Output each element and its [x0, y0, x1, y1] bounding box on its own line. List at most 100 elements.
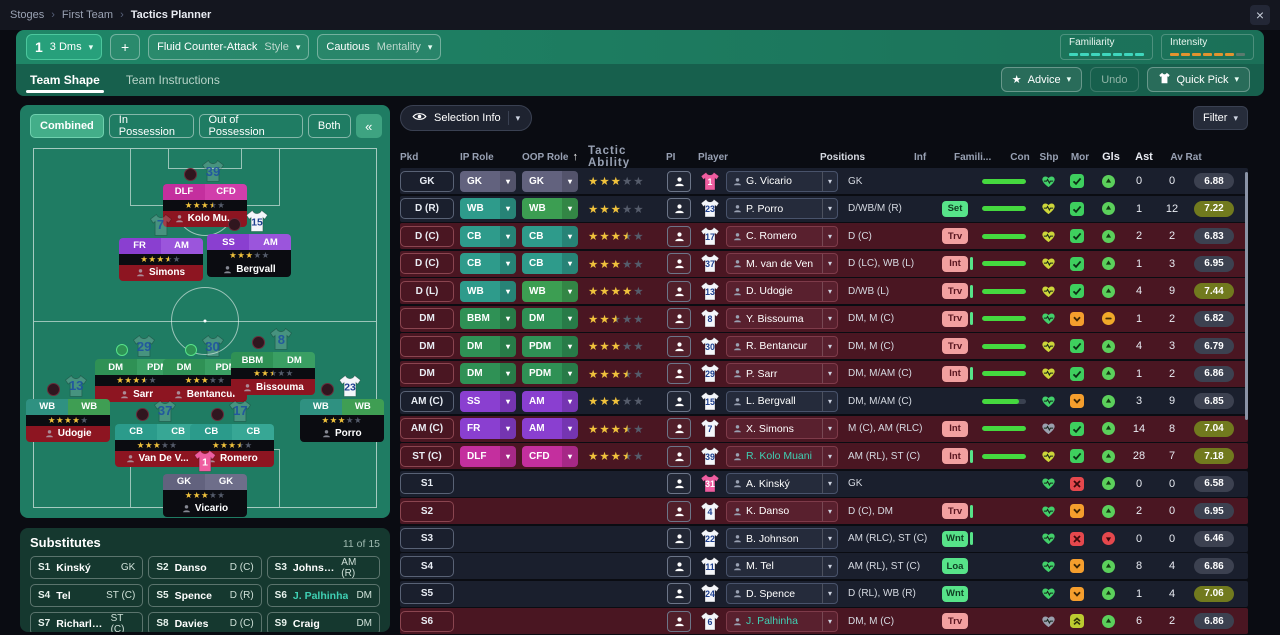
player-select[interactable]: C. Romero ▾	[726, 225, 838, 247]
oop-role-select[interactable]: WB ▾	[522, 280, 578, 302]
column-header[interactable]: Tactic Ability	[588, 145, 631, 169]
table-row[interactable]: S2 4 K. Danso ▾ D (C), DM Trv 2 0 6.95	[400, 498, 1248, 524]
column-header[interactable]: Con	[1010, 151, 1030, 163]
player-instructions-button[interactable]	[667, 610, 691, 632]
pitch-tab-both[interactable]: Both	[307, 114, 351, 138]
player-name[interactable]: Bentancur	[163, 386, 247, 403]
bench-item[interactable]: S3 Johnson AM (R)	[266, 556, 380, 579]
bench-item[interactable]: S4 Tel ST (C)	[30, 584, 144, 607]
player-select[interactable]: R. Kolo Muani ▾	[726, 445, 838, 467]
bench-item[interactable]: S1 Kinský GK	[30, 556, 144, 579]
table-row[interactable]: S6 6 J. Palhinha ▾ DM, M (C) Trv 6 2 6.86	[400, 608, 1248, 634]
player-select[interactable]: L. Bergvall ▾	[726, 390, 838, 412]
player-instructions-button[interactable]	[667, 170, 691, 192]
table-row[interactable]: AM (C) SS ▾ AM ▾ ★★★★★ 15 L. Bergvall ▾ DM, M/AM …	[400, 388, 1248, 414]
quick-pick-button[interactable]: Quick Pick ▾	[1146, 67, 1250, 92]
ip-role-select[interactable]: FR ▾	[460, 418, 516, 439]
pitch-player-card[interactable]: 39 DLF CFD ★★★★★ Kolo Mu...	[163, 157, 247, 227]
player-instructions-button[interactable]	[667, 335, 691, 357]
table-scrollbar[interactable]	[1245, 172, 1248, 420]
player-instructions-button[interactable]	[667, 445, 691, 467]
player-name[interactable]: Kolo Mu...	[163, 210, 247, 227]
pkd-button[interactable]: S4	[400, 555, 454, 577]
player-instructions-button[interactable]	[667, 308, 691, 329]
player-name[interactable]: Udogie	[26, 425, 111, 442]
column-header[interactable]: PI	[666, 151, 676, 163]
player-name[interactable]: Bissouma	[231, 379, 316, 396]
player-select[interactable]: J. Palhinha ▾	[726, 610, 838, 632]
player-select[interactable]: D. Spence ▾	[726, 583, 838, 604]
bench-item[interactable]: S5 Spence D (R)	[148, 584, 262, 607]
pitch-player-card[interactable]: 17 CB CB ★★★★★ Romero	[190, 397, 275, 467]
oop-role-select[interactable]: WB ▾	[522, 198, 578, 219]
pkd-button[interactable]: D (C)	[400, 225, 454, 247]
pitch-player-card[interactable]: 7 FR AM ★★★★★ Simons	[118, 211, 203, 281]
column-header[interactable]: Shp	[1039, 151, 1059, 163]
player-name[interactable]: Porro	[299, 425, 384, 442]
filter-button[interactable]: Filter ▾	[1193, 106, 1248, 130]
oop-role-select[interactable]: PDM ▾	[522, 363, 578, 384]
player-select[interactable]: B. Johnson ▾	[726, 528, 838, 549]
table-row[interactable]: GK GK ▾ GK ▾ ★★★★★ 1 G. Vicario ▾ GK 0 0 6.88	[400, 168, 1248, 194]
player-instructions-button[interactable]	[667, 253, 691, 274]
bench-item[interactable]: S2 Danso D (C)	[148, 556, 262, 579]
column-header[interactable]: Inf	[914, 151, 927, 163]
player-instructions-button[interactable]	[667, 583, 691, 604]
pkd-button[interactable]: DM	[400, 363, 454, 384]
pkd-button[interactable]: AM (C)	[400, 390, 454, 412]
table-row[interactable]: ST (C) DLF ▾ CFD ▾ ★★★★★ 39 R. Kolo Muani ▾ AM (R…	[400, 443, 1248, 469]
player-select[interactable]: M. van de Ven ▾	[726, 253, 838, 274]
breadcrumb-item[interactable]: Tactics Planner	[130, 9, 212, 21]
player-select[interactable]: M. Tel ▾	[726, 555, 838, 577]
column-header[interactable]: Ast	[1135, 151, 1153, 163]
pkd-button[interactable]: S6	[400, 610, 454, 632]
oop-role-select[interactable]: AM ▾	[522, 390, 578, 412]
pitch-player-card[interactable]: 13 WB WB ★★★★★ Udogie	[26, 372, 111, 442]
oop-role-select[interactable]: AM ▾	[522, 418, 578, 439]
role-pills[interactable]: SS AM	[207, 234, 292, 251]
table-row[interactable]: S1 31 A. Kinský ▾ GK 0 0 6.58	[400, 470, 1248, 497]
ip-role-select[interactable]: GK ▾	[460, 170, 516, 192]
player-name[interactable]: Van De V...	[115, 450, 200, 467]
player-select[interactable]: X. Simons ▾	[726, 418, 838, 439]
column-header[interactable]: Mor	[1070, 151, 1090, 163]
pkd-button[interactable]: AM (C)	[400, 418, 454, 439]
role-pills[interactable]: WB WB	[299, 398, 384, 415]
player-instructions-button[interactable]	[667, 500, 691, 522]
breadcrumb[interactable]: Stoges › First Team › Tactics Planner	[10, 9, 211, 21]
bench-item[interactable]: S8 Davies D (C)	[148, 612, 262, 632]
table-row[interactable]: AM (C) FR ▾ AM ▾ ★★★★★ 7 X. Simons ▾ M (C), AM (R…	[400, 415, 1248, 442]
pitch-tab-out-of-possession[interactable]: Out of Possession	[198, 114, 303, 138]
role-pills[interactable]: DLF CFD	[163, 183, 247, 200]
table-row[interactable]: S5 24 D. Spence ▾ D (RL), WB (R) Wnt 1 4 7.06	[400, 580, 1248, 607]
ip-role-select[interactable]: WB ▾	[460, 280, 516, 302]
tab-team-shape[interactable]: Team Shape	[26, 73, 104, 96]
pkd-button[interactable]: D (C)	[400, 253, 454, 274]
pkd-button[interactable]: GK	[400, 170, 454, 192]
selection-info-dropdown[interactable]: Selection Info ▾	[400, 105, 533, 131]
player-name[interactable]: Bergvall	[207, 261, 292, 278]
bench-item[interactable]: S9 Craig DM	[266, 612, 380, 632]
role-pills[interactable]: CB CB	[115, 423, 200, 440]
player-instructions-button[interactable]	[667, 418, 691, 439]
advice-button[interactable]: ★ Advice ▾	[1000, 67, 1083, 92]
player-select[interactable]: G. Vicario ▾	[726, 170, 838, 192]
breadcrumb-item[interactable]: First Team	[61, 9, 114, 21]
player-instructions-button[interactable]	[667, 473, 691, 494]
oop-role-select[interactable]: CFD ▾	[522, 445, 578, 467]
style-dropdown[interactable]: Fluid Counter-Attack Style ▾	[148, 34, 310, 60]
player-name[interactable]: Simons	[118, 264, 203, 281]
oop-role-select[interactable]: DM ▾	[522, 308, 578, 329]
pkd-button[interactable]: D (R)	[400, 198, 454, 219]
player-instructions-button[interactable]	[667, 528, 691, 549]
pitch-player-card[interactable]: 29 DM PDM ★★★★★ Sarr	[94, 332, 179, 403]
player-name[interactable]: Sarr	[94, 386, 179, 403]
formation-dropdown[interactable]: 1 3 Dms ▾	[26, 34, 103, 60]
pitch-player-card[interactable]: 15 SS AM ★★★★★ Bergvall	[207, 207, 292, 278]
bench-item[interactable]: S6 J. Palhinha DM	[266, 584, 380, 607]
pitch-player-card[interactable]: 37 CB CB ★★★★★ Van De V...	[115, 397, 200, 467]
table-row[interactable]: DM BBM ▾ DM ▾ ★★★★★ 8 Y. Bissouma ▾ DM, M (C) Trv 1…	[400, 305, 1248, 332]
player-select[interactable]: D. Udogie ▾	[726, 280, 838, 302]
pitch-tab-combined[interactable]: Combined	[30, 114, 104, 138]
table-row[interactable]: D (L) WB ▾ WB ▾ ★★★★★ 13 D. Udogie ▾ D/WB (L) Trv 4…	[400, 278, 1248, 304]
